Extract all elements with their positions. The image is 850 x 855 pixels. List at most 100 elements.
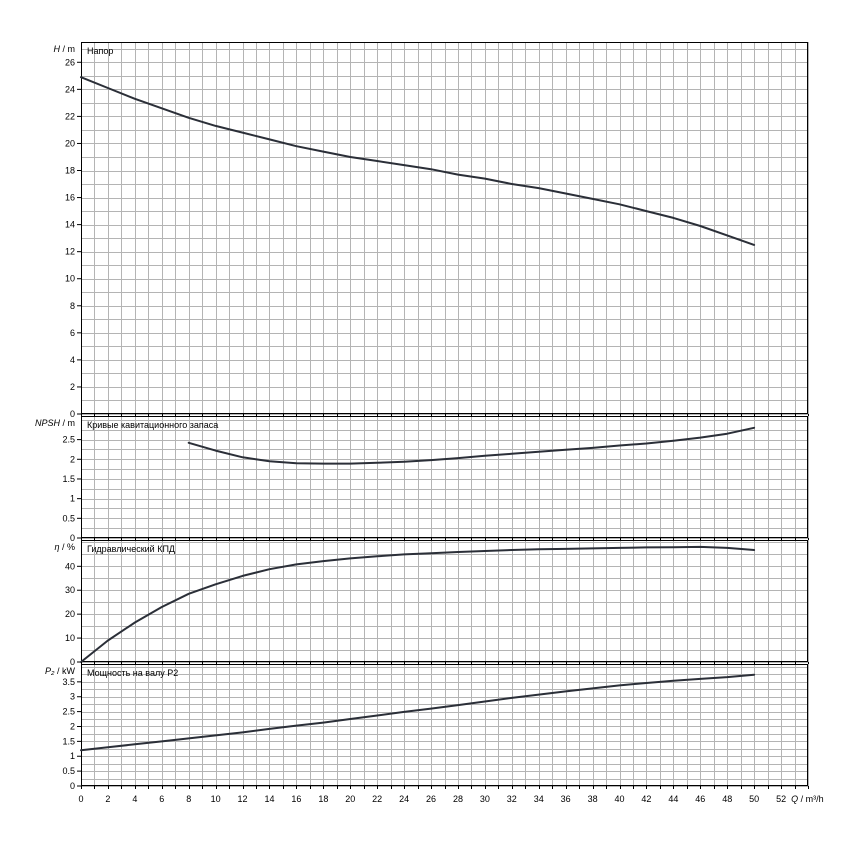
x-tick-label: 10	[211, 794, 221, 804]
efficiency-curve	[80, 545, 756, 663]
x-tick-label: 40	[615, 794, 625, 804]
y-tick-label: 4	[70, 355, 75, 365]
x-axis-unit: m³/h	[806, 794, 824, 804]
panel-title: Мощность на валу P2	[87, 668, 178, 678]
head-curve	[80, 76, 756, 246]
x-tick-label: 26	[426, 794, 436, 804]
y-tick-label: 0	[70, 533, 75, 543]
y-axis-unit: %	[67, 542, 75, 552]
y-tick-label: 2	[70, 382, 75, 392]
y-tick-label: 40	[65, 561, 75, 571]
x-tick-label: 22	[372, 794, 382, 804]
y-tick-label: 2.5	[62, 435, 75, 445]
y-axis-separator: /	[60, 44, 68, 54]
y-tick-label: 1.5	[62, 474, 75, 484]
y-tick-label: 10	[65, 274, 75, 284]
x-tick-label: 32	[507, 794, 517, 804]
x-tick-label: 46	[695, 794, 705, 804]
y-tick-label: 3.5	[62, 677, 75, 687]
y-tick-label: 0.5	[62, 513, 75, 523]
y-axis-unit: m	[68, 418, 76, 428]
y-tick-label: 16	[65, 193, 75, 203]
y-tick-label: 30	[65, 585, 75, 595]
x-tick-label: 50	[749, 794, 759, 804]
y-tick-label: 8	[70, 301, 75, 311]
panel-background	[81, 416, 808, 538]
panel-background	[81, 540, 808, 662]
x-tick-label: 28	[453, 794, 463, 804]
y-axis-unit: m	[68, 44, 76, 54]
panel-frame	[81, 42, 808, 414]
panel-title: Гидравлический КПД	[87, 544, 175, 554]
y-tick-label: 1	[70, 494, 75, 504]
y-tick-label: 2	[70, 454, 75, 464]
y-tick-label: 20	[65, 138, 75, 148]
y-tick-label: 6	[70, 328, 75, 338]
x-tick-label: 44	[668, 794, 678, 804]
x-tick-label: 16	[291, 794, 301, 804]
panel-frame	[81, 416, 808, 538]
panel-power: 00.511.522.533.5P₂ / kW Мощность на валу …	[45, 664, 809, 791]
x-axis-variable: Q	[791, 794, 798, 804]
y-tick-label: 12	[65, 247, 75, 257]
x-tick-label: 0	[78, 794, 83, 804]
y-axis-separator: /	[59, 542, 67, 552]
x-tick-label: 8	[186, 794, 191, 804]
panel-efficiency: 0 10 20 30 40 η / % Гидравлический КПД	[54, 540, 809, 667]
y-tick-label: 3	[70, 692, 75, 702]
x-tick-label: 36	[561, 794, 571, 804]
y-tick-label: 10	[65, 633, 75, 643]
y-axis-variable: P₂	[45, 666, 55, 676]
x-tick-label: 24	[399, 794, 409, 804]
y-axis-title: P₂ / kW	[45, 666, 75, 676]
x-tick-label: 12	[238, 794, 248, 804]
y-tick-label: 20	[65, 609, 75, 619]
y-tick-label: 26	[65, 57, 75, 67]
x-tick-label: 2	[105, 794, 110, 804]
x-axis: 0 2 4 6 8 10 12 14 16 18 20 22 24 26 28 30 32 34 36 38 40 42 4…	[78, 794, 823, 804]
y-axis-variable: η	[54, 542, 59, 552]
x-tick-label: 38	[588, 794, 598, 804]
x-tick-label: 20	[345, 794, 355, 804]
y-axis-title: NPSH / m	[35, 418, 75, 428]
npsh-curve	[187, 426, 756, 465]
y-tick-label: 0	[70, 781, 75, 791]
y-tick-label: 0.5	[62, 766, 75, 776]
y-tick-label: 24	[65, 84, 75, 94]
y-tick-label: 2.5	[62, 707, 75, 717]
x-tick-label: 52	[776, 794, 786, 804]
x-tick-label: 4	[132, 794, 137, 804]
y-axis-separator: /	[60, 418, 68, 428]
x-tick-label: 6	[159, 794, 164, 804]
panel-title: Кривые кавитационного запаса	[87, 420, 218, 430]
panel-title: Напор	[87, 46, 113, 56]
panel-frame	[81, 664, 808, 786]
y-axis-unit: kW	[62, 666, 76, 676]
y-axis-title: H / m	[53, 44, 75, 54]
y-tick-label: 2	[70, 721, 75, 731]
x-tick-label: 30	[480, 794, 490, 804]
x-tick-label: 18	[318, 794, 328, 804]
x-tick-label: 14	[264, 794, 274, 804]
y-axis-separator: /	[54, 666, 62, 676]
y-tick-label: 1	[70, 751, 75, 761]
y-axis-variable: NPSH	[35, 418, 61, 428]
x-tick-label: 34	[534, 794, 544, 804]
y-axis-variable: H	[53, 44, 60, 54]
x-tick-label: 48	[722, 794, 732, 804]
y-tick-label: 14	[65, 220, 75, 230]
y-tick-label: 22	[65, 111, 75, 121]
panel-frame	[81, 540, 808, 662]
x-tick-label: 42	[641, 794, 651, 804]
y-tick-label: 18	[65, 166, 75, 176]
power-curve	[80, 673, 756, 752]
y-axis-title: η / %	[54, 542, 75, 552]
x-axis-title: Q / m³/h	[791, 794, 824, 804]
panel-background	[81, 42, 808, 414]
y-tick-label: 0	[70, 657, 75, 667]
x-axis-separator: /	[798, 794, 806, 804]
